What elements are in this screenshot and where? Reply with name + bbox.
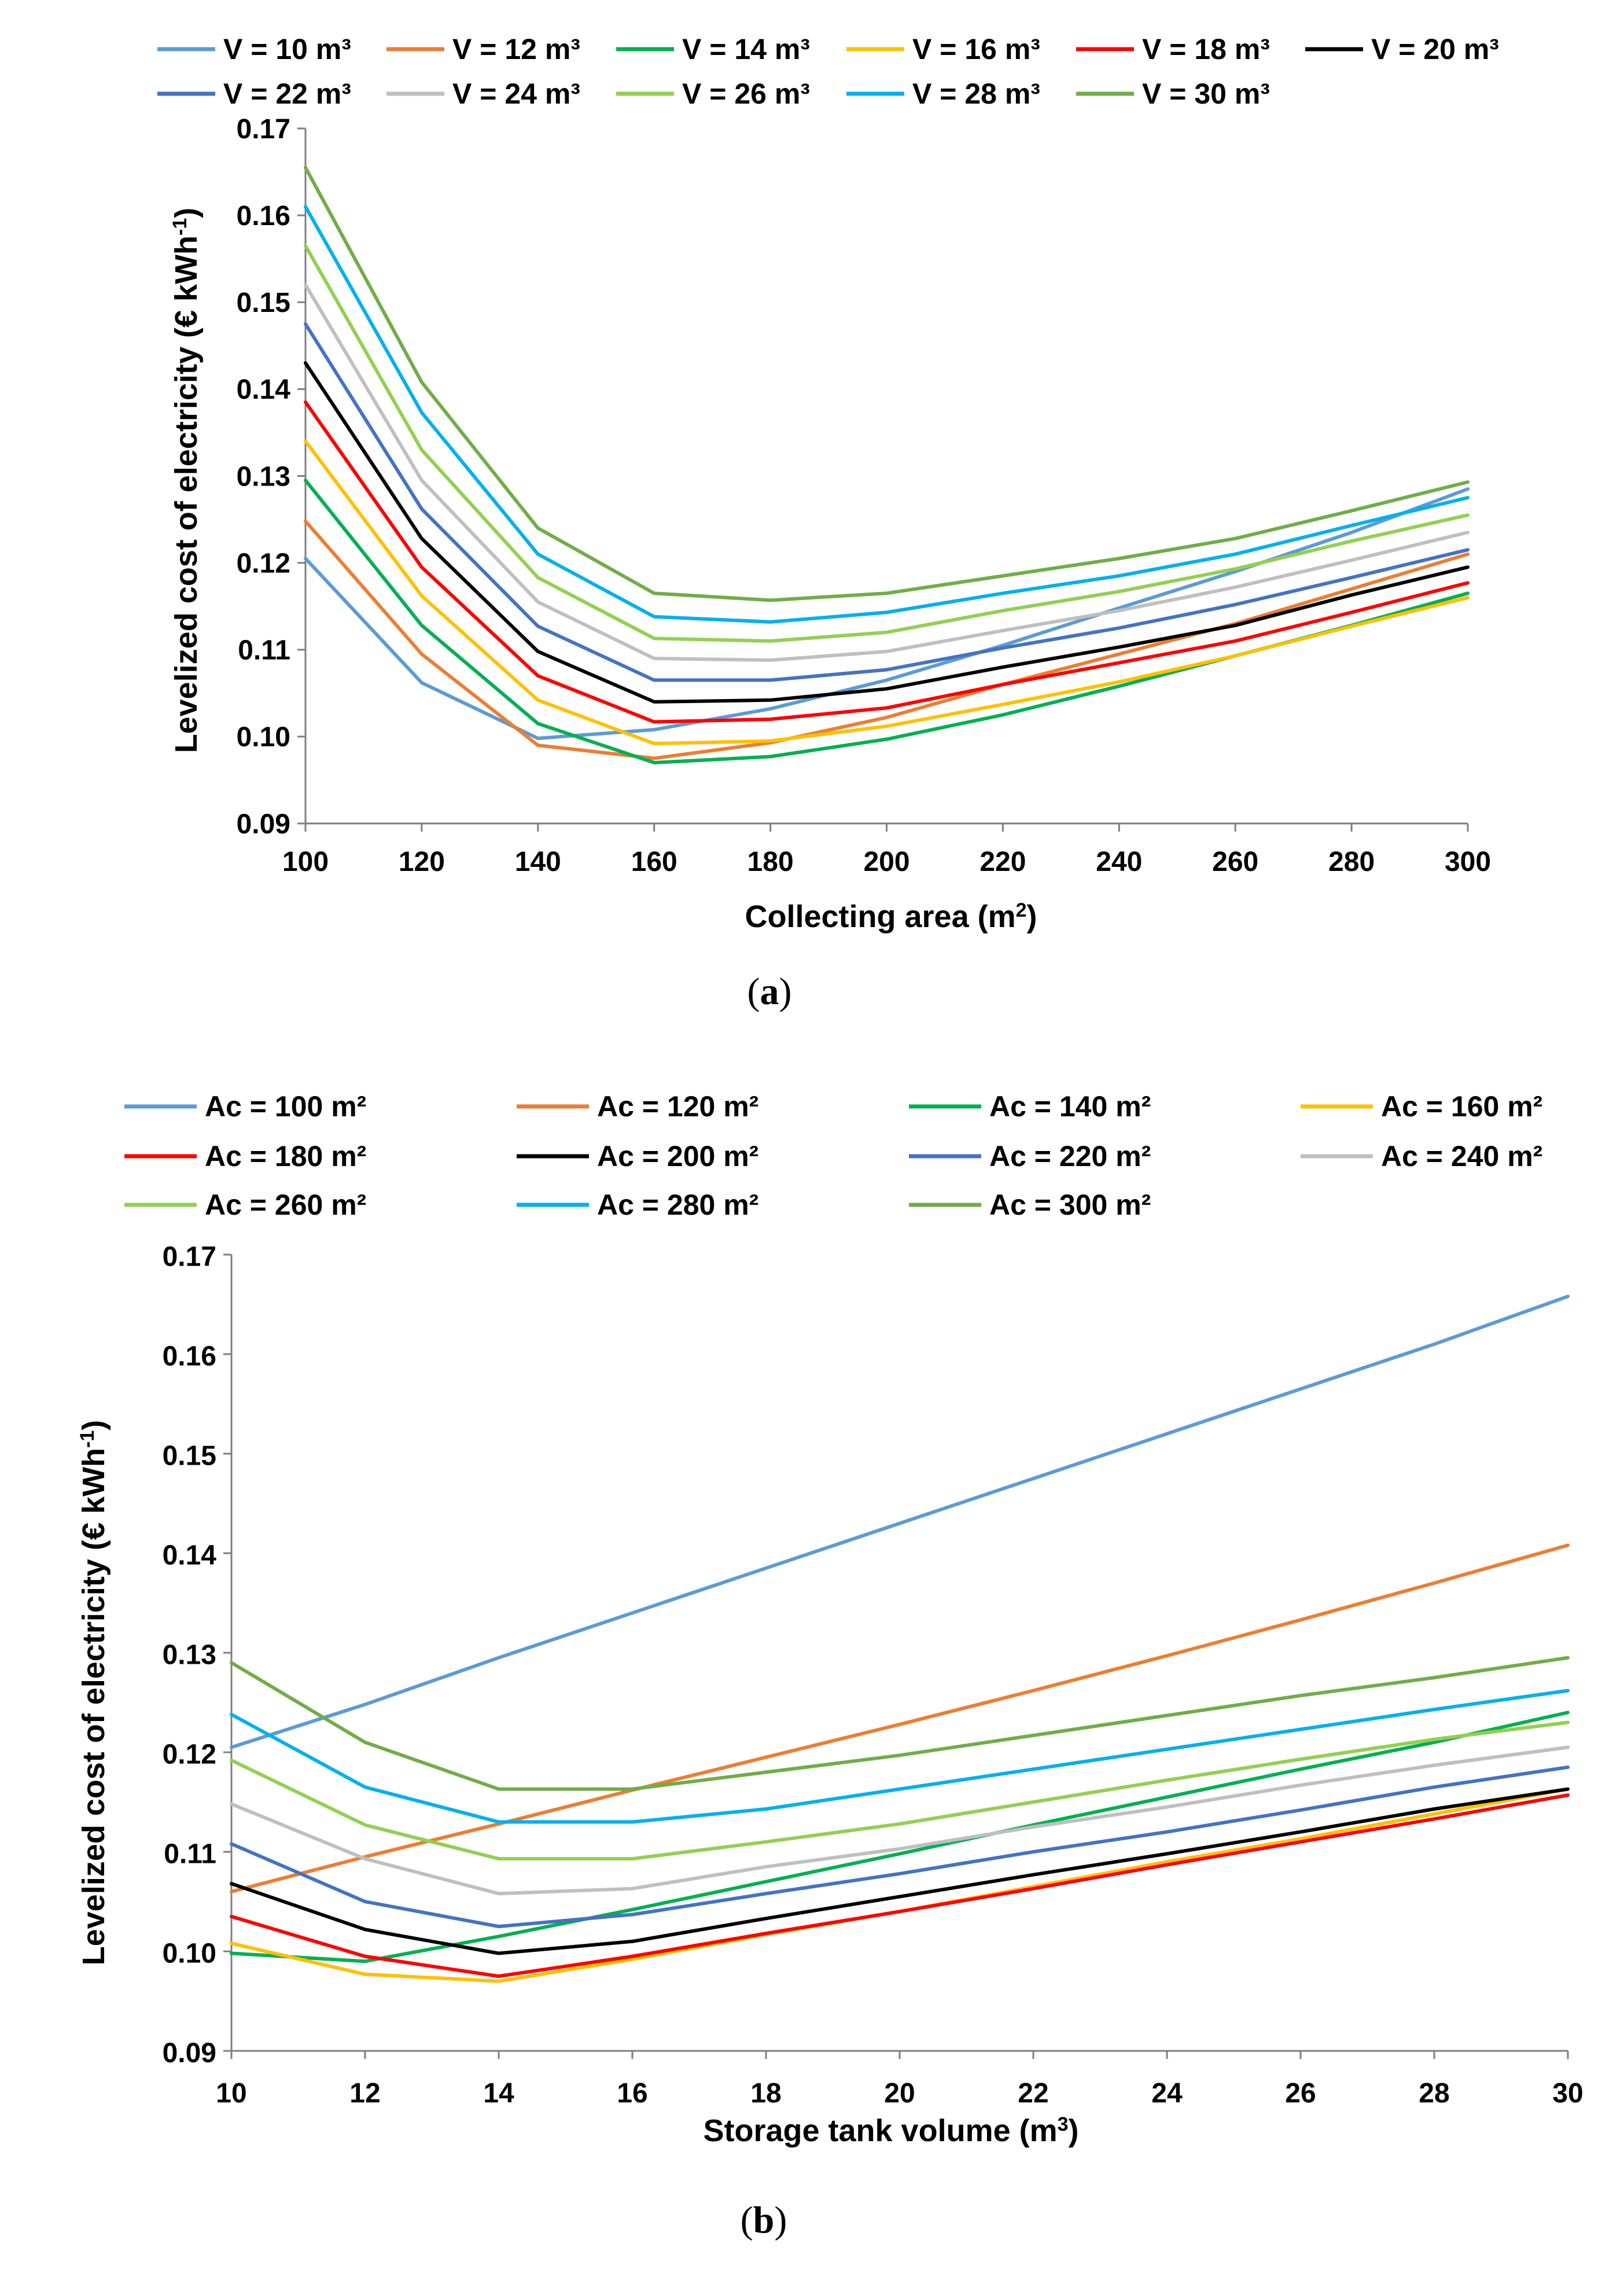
series-line-ac-300-m: [230, 1656, 1570, 1791]
x-tick-label: 14: [483, 2078, 514, 2109]
y-tick-label: 0.12: [163, 1740, 216, 1770]
y-tick-label: 0.16: [237, 201, 290, 231]
legend-label: Ac = 140 m²: [989, 1090, 1151, 1123]
y-tick-label: 0.13: [237, 461, 290, 492]
y-tick-label: 0.11: [238, 635, 290, 666]
legend-label: V = 12 m³: [452, 33, 580, 65]
y-tick-label: 0.12: [237, 548, 290, 579]
x-tick-label: 100: [282, 847, 329, 877]
legend-label: Ac = 160 m²: [1381, 1090, 1542, 1123]
caption-a: (a): [747, 970, 792, 1013]
x-tick-label: 20: [884, 2078, 915, 2109]
legend-label: Ac = 180 m²: [205, 1140, 366, 1172]
y-tick-label: 0.10: [163, 1939, 216, 1969]
series-line-ac-280-m: [230, 1689, 1570, 1824]
y-tick-label: 0.14: [237, 374, 291, 405]
series-line-ac-260-m: [230, 1720, 1570, 1861]
series-group-a: [304, 166, 1470, 764]
plot-area-b: 0.09 0.10 0.11 0.12 0.13 0.14 0.15 0.16 0.17 10 12…: [163, 1242, 1584, 2109]
series-line-v-30-m: [304, 166, 1470, 602]
legend-label: V = 16 m³: [912, 33, 1040, 65]
series-line-ac-160-m: [230, 1787, 1570, 1983]
x-tick-label: 22: [1018, 2078, 1048, 2109]
x-tick-label: 260: [1212, 847, 1258, 877]
series-line-ac-180-m: [230, 1793, 1570, 1978]
x-tick-label: 180: [747, 847, 794, 877]
y-tick-label: 0.13: [163, 1640, 216, 1671]
legend-label: Ac = 280 m²: [597, 1189, 758, 1221]
series-line-v-18-m: [304, 400, 1470, 724]
legend-label: Ac = 100 m²: [205, 1090, 366, 1123]
legend-b: Ac = 100 m² Ac = 120 m² Ac = 140 m² Ac = 16…: [124, 1090, 1542, 1221]
y-tick-label: 0.11: [164, 1839, 216, 1870]
x-tick-label: 28: [1419, 2078, 1449, 2109]
y-tick-label: 0.15: [163, 1441, 216, 1472]
legend-label: V = 20 m³: [1371, 33, 1499, 65]
series-line-v-28-m: [304, 205, 1470, 624]
x-tick-label: 10: [216, 2078, 246, 2109]
legend-a: V = 10 m³ V = 12 m³ V = 14 m³ V = 16 m³ V = …: [157, 33, 1499, 110]
series-line-v-26-m: [304, 244, 1470, 643]
x-tick-label: 12: [349, 2078, 380, 2109]
legend-label: V = 18 m³: [1142, 33, 1270, 65]
x-tick-label: 24: [1151, 2078, 1183, 2109]
y-axis-label-b: Levelized cost of electricity (€ kWh-1): [76, 1420, 111, 1966]
legend-label: V = 14 m³: [682, 33, 810, 65]
x-tick-label: 240: [1096, 847, 1142, 877]
series-line-v-24-m: [304, 283, 1470, 662]
series-line-ac-220-m: [230, 1765, 1570, 1928]
x-tick-label: 18: [750, 2078, 781, 2109]
legend-label: Ac = 300 m²: [989, 1189, 1151, 1221]
legend-label: V = 10 m³: [223, 33, 351, 65]
x-tick-label: 220: [979, 847, 1026, 877]
series-line-ac-200-m: [230, 1787, 1570, 1955]
legend-label: Ac = 240 m²: [1381, 1140, 1542, 1172]
x-tick-label: 160: [631, 847, 677, 877]
y-tick-label: 0.15: [237, 288, 290, 318]
legend-label: V = 26 m³: [682, 78, 810, 110]
y-tick-label: 0.10: [237, 722, 290, 753]
x-tick-label: 200: [863, 847, 909, 877]
legend-label: Ac = 220 m²: [989, 1140, 1151, 1172]
series-line-ac-100-m: [230, 1295, 1570, 1749]
x-tick-label: 140: [515, 847, 561, 877]
legend-label: V = 28 m³: [912, 78, 1040, 110]
y-tick-label: 0.09: [163, 2038, 216, 2069]
series-line-v-12-m: [304, 519, 1470, 760]
legend-label: Ac = 120 m²: [597, 1090, 758, 1123]
x-tick-label: 120: [399, 847, 445, 877]
x-tick-label: 16: [617, 2078, 647, 2109]
x-axis-label-b: Storage tank volume (m3): [703, 2113, 1078, 2148]
y-axis-label-a: Levelized cost of electricity (€ kWh-1): [169, 208, 204, 753]
legend-label: V = 24 m³: [452, 78, 580, 110]
legend-label: Ac = 260 m²: [205, 1189, 366, 1221]
x-tick-label: 26: [1285, 2078, 1316, 2109]
series-line-ac-240-m: [230, 1745, 1570, 1896]
x-tick-label: 280: [1328, 847, 1375, 877]
chart-b: Ac = 100 m² Ac = 120 m² Ac = 140 m² Ac = 16…: [76, 1090, 1584, 2241]
chart-a: V = 10 m³ V = 12 m³ V = 14 m³ V = 16 m³ V = …: [157, 33, 1499, 1013]
legend-label: V = 22 m³: [223, 78, 351, 110]
legend-label: V = 30 m³: [1142, 78, 1270, 110]
series-line-v-22-m: [304, 322, 1470, 682]
x-tick-label: 300: [1445, 847, 1491, 877]
series-line-v-20-m: [304, 361, 1470, 704]
x-axis-label-a: Collecting area (m2): [745, 899, 1037, 934]
caption-b: (b): [741, 2199, 787, 2241]
y-tick-label: 0.17: [237, 114, 290, 145]
series-line-v-16-m: [304, 439, 1470, 745]
y-tick-label: 0.16: [163, 1341, 216, 1372]
series-group-b: [230, 1295, 1570, 1983]
plot-area-a: 0.09 0.10 0.11 0.12 0.13 0.14 0.15 0.16 0.17 100 1…: [237, 114, 1491, 877]
x-tick-label: 30: [1552, 2078, 1583, 2109]
y-tick-label: 0.14: [163, 1540, 217, 1571]
y-tick-label: 0.09: [237, 809, 290, 840]
y-tick-label: 0.17: [163, 1242, 216, 1273]
series-line-ac-120-m: [230, 1543, 1570, 1893]
legend-label: Ac = 200 m²: [597, 1140, 758, 1172]
